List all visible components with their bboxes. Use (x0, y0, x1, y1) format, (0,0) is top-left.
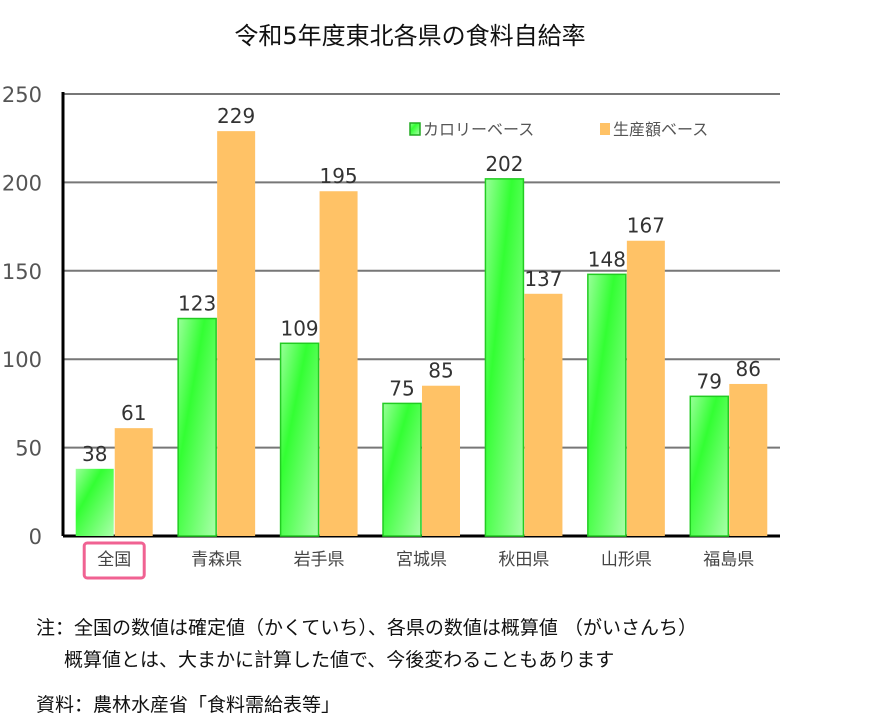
bar-production (524, 293, 563, 536)
data-label: 202 (485, 152, 523, 176)
data-label: 195 (319, 164, 357, 188)
data-label: 75 (389, 376, 414, 400)
x-tick-label: 山形県 (601, 550, 652, 570)
y-tick-label: 0 (29, 525, 42, 549)
legend-swatch (600, 123, 610, 135)
y-tick-label: 50 (15, 437, 42, 461)
bar-production (422, 385, 460, 536)
bar-production (114, 428, 153, 536)
source-note: 資料：農林水産省「食料需給表等」 (36, 694, 341, 716)
bar-calorie (484, 178, 525, 537)
legend: カロリーベース 生産額ベース (409, 120, 708, 139)
bar-production (217, 131, 256, 537)
highlight-box (82, 541, 146, 580)
data-label: 79 (697, 369, 722, 393)
x-tick-label: 岩手県 (294, 550, 345, 570)
bar-production (319, 191, 358, 537)
bar-calorie (382, 402, 422, 537)
legend-label: カロリーベース (423, 120, 534, 139)
y-tick-label: 150 (2, 260, 42, 284)
chart-title: 令和5年度東北各県の食料自給率 (234, 22, 585, 50)
data-label: 61 (121, 401, 146, 425)
data-label: 167 (627, 214, 665, 238)
data-label: 38 (82, 442, 107, 466)
data-label: 109 (280, 316, 318, 340)
y-tick-label: 200 (2, 171, 42, 195)
y-tick-label: 100 (2, 348, 42, 372)
bar-production (729, 383, 768, 536)
bar-chart: 令和5年度東北各県の食料自給率 0 50 100 150 200 250 38 61 全国 12… (2, 22, 780, 580)
data-label: 148 (588, 247, 626, 271)
x-tick-label: 福島県 (703, 550, 754, 570)
x-tick-label: 全国 (97, 550, 131, 570)
bar-calorie (587, 273, 627, 537)
y-tick-label: 250 (2, 83, 42, 107)
x-tick-label: 宮城県 (396, 550, 447, 570)
data-label: 85 (428, 359, 453, 383)
x-tick-label: 青森県 (191, 550, 242, 570)
bar-calorie (177, 317, 217, 537)
data-label: 229 (217, 104, 255, 128)
legend-label: 生産額ベース (613, 120, 708, 139)
legend-swatch (409, 122, 421, 136)
data-label: 137 (524, 267, 562, 291)
note-line-2: 概算値とは、大まかに計算した値で、今後変わることもあります (64, 649, 615, 671)
data-label: 123 (178, 292, 216, 316)
bar-calorie (689, 395, 730, 537)
bar-calorie (75, 468, 114, 536)
note-line-1: 注：全国の数値は確定値（かくていち）、各県の数値は概算値 （がいさんち） (36, 617, 697, 639)
data-label: 86 (736, 357, 761, 381)
bar-production (626, 240, 665, 536)
bar-calorie (279, 342, 320, 537)
x-tick-label: 秋田県 (498, 550, 549, 570)
